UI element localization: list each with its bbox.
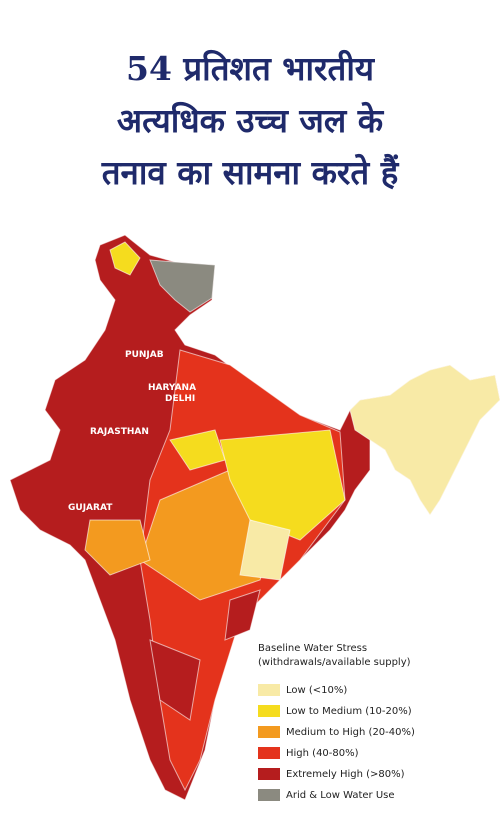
title-line: तनाव का सामना करते हैं xyxy=(101,153,400,192)
map-label: GUJARAT xyxy=(68,503,113,513)
map-region xyxy=(149,639,201,721)
legend-label: Extremely High (>80%) xyxy=(286,769,405,780)
map-label: PUNJAB xyxy=(125,350,164,360)
legend-swatch xyxy=(258,768,280,780)
map-region xyxy=(239,519,291,581)
map-label: RAJASTHAN xyxy=(90,427,149,437)
map-region xyxy=(349,364,500,516)
map-region xyxy=(149,259,216,313)
map-region xyxy=(109,241,141,276)
map-region xyxy=(224,589,261,641)
title-line: 54 प्रतिशत भारतीय xyxy=(126,49,376,88)
map-label: HARYANA xyxy=(148,383,196,393)
map-region xyxy=(169,429,226,471)
legend-swatch xyxy=(258,789,280,801)
legend-title: Baseline Water Stress xyxy=(258,643,367,654)
legend-label: Medium to High (20-40%) xyxy=(286,727,415,738)
legend-label: Low to Medium (10-20%) xyxy=(286,706,412,717)
legend-swatch xyxy=(258,747,280,759)
legend-subtitle: (withdrawals/available supply) xyxy=(258,657,411,668)
legend-swatch xyxy=(258,705,280,717)
title-line: अत्यधिक उच्च जल के xyxy=(117,101,385,140)
map-region xyxy=(84,519,151,576)
legend-label: High (40-80%) xyxy=(286,748,359,759)
legend-swatch xyxy=(258,726,280,738)
india-map: PUNJAB HARYANA DELHI RAJASTHAN GUJARAT xyxy=(9,234,500,801)
legend-swatch xyxy=(258,684,280,696)
legend-label: Low (<10%) xyxy=(286,685,347,696)
legend-label: Arid & Low Water Use xyxy=(286,790,395,801)
map-region xyxy=(219,429,346,541)
legend: Baseline Water Stress (withdrawals/avail… xyxy=(258,643,415,801)
map-label: DELHI xyxy=(165,394,195,404)
